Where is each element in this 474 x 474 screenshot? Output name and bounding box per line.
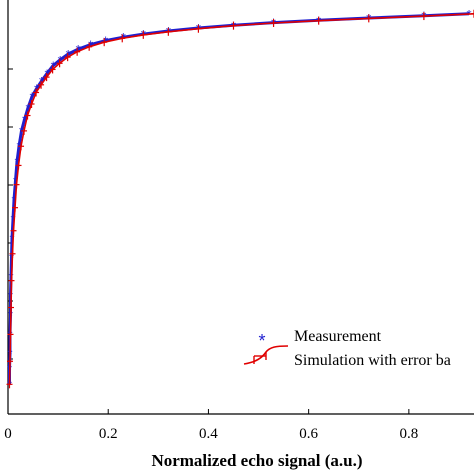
measurement-point: * [11,193,16,208]
series-layer: ************************************* [6,7,474,392]
x-tick-label: 0 [4,426,12,442]
measurement-point: * [13,174,18,189]
legend-simulation-label: Simulation with error ba [294,352,451,369]
legend-box [238,320,474,380]
x-tick-label: 0.2 [99,426,118,442]
measurement-point: * [88,37,93,52]
legend: * Measurement Simulation with error ba [238,320,474,380]
x-axis-label: Normalized echo signal (a.u.) [151,451,362,470]
measurement-point: * [10,212,15,227]
measurement-point: * [14,155,19,170]
legend-measurement-label: Measurement [294,328,382,345]
x-tick-label: 0.8 [399,426,418,442]
measurement-point: * [9,251,14,266]
x-tick-label: 0.6 [299,426,318,442]
measurement-point: * [76,42,81,57]
measurement-point: * [26,101,31,116]
measurement-point: * [22,112,27,127]
x-tick-label: 0.4 [199,426,218,442]
x-axis-ticks: 0 0.2 0.4 0.6 0.8 [4,409,418,442]
legend-simulation-marker-icon [243,345,289,365]
legend-measurement-marker-icon: * [258,331,265,351]
measurement-point: * [30,89,35,104]
measurement-point: * [9,231,14,246]
